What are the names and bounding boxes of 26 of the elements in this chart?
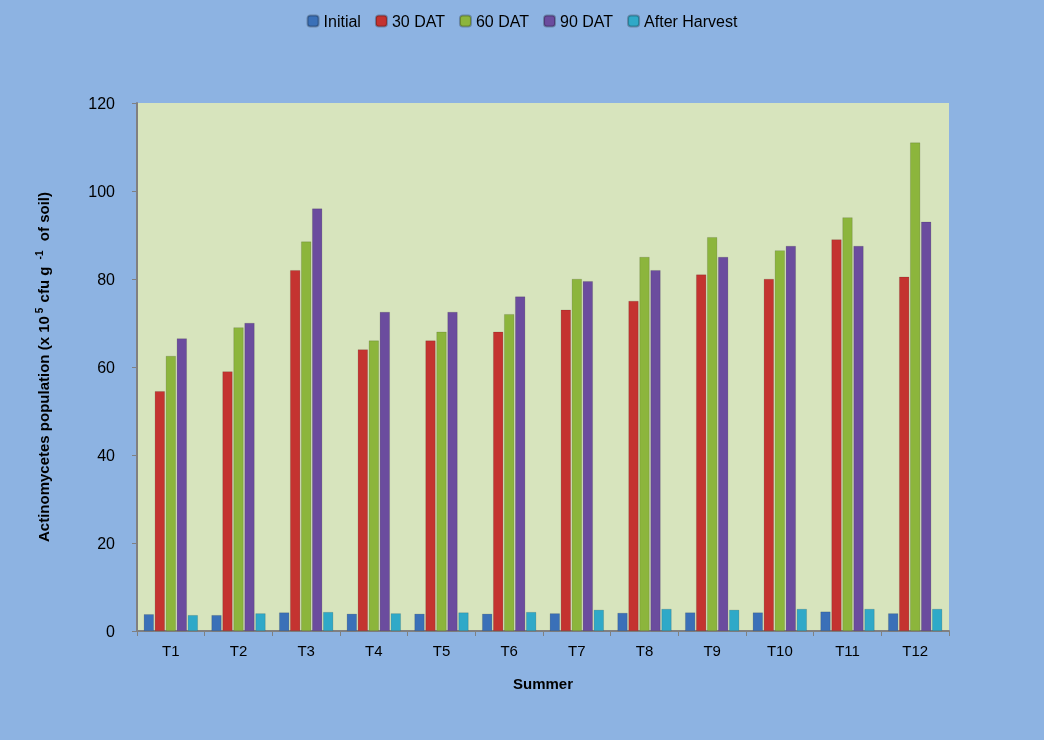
- y-tick-label: 40: [97, 446, 116, 464]
- legend-label: 60 DAT: [475, 12, 530, 30]
- y-tick-label: 120: [88, 94, 116, 112]
- y-tick-label: 20: [97, 534, 116, 552]
- x-tick-label: T4: [365, 642, 383, 659]
- x-tick-label: T5: [432, 642, 451, 659]
- y-tick-label: 60: [97, 358, 116, 376]
- x-tick-label: T11: [835, 642, 860, 659]
- legend-label: Initial: [323, 12, 361, 30]
- y-axis-title: Actinomycetes population (x 105 cfu g -1 of soil): [33, 192, 52, 542]
- y-tick-label: 0: [106, 622, 116, 640]
- legend-label: 30 DAT: [391, 12, 446, 30]
- x-tick-label: T12: [902, 642, 929, 659]
- x-axis-title: Summer: [512, 675, 574, 692]
- x-tick-label: T10: [766, 642, 793, 659]
- x-tick-label: T3: [297, 642, 315, 659]
- x-tick-label: T7: [568, 642, 586, 659]
- x-tick-label: T6: [500, 642, 518, 659]
- x-tick-label: T8: [635, 642, 654, 659]
- x-tick-label: T9: [703, 642, 721, 659]
- x-tick-label: T1: [162, 642, 180, 659]
- y-tick-label: 80: [97, 270, 116, 288]
- x-tick-label: T2: [229, 642, 248, 659]
- legend-label: 90 DAT: [560, 12, 614, 30]
- y-tick-label: 100: [88, 182, 116, 200]
- legend-label: After Harvest: [644, 12, 738, 30]
